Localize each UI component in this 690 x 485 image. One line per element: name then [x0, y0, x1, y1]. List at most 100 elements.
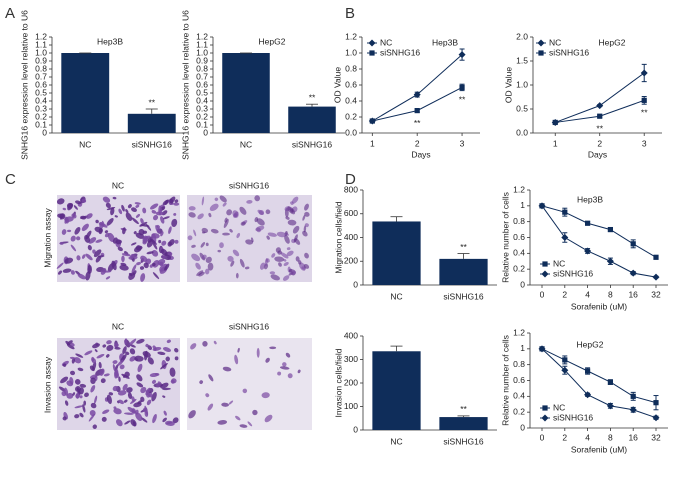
y-tick-label: 0.8 — [196, 63, 208, 73]
cell — [239, 206, 247, 215]
cell — [292, 225, 300, 234]
cell — [190, 343, 197, 350]
cell — [147, 357, 154, 365]
cell — [304, 203, 309, 211]
y-tick-label: 0.4 — [196, 95, 208, 105]
cell — [140, 386, 147, 394]
cell — [56, 198, 65, 205]
significance: ** — [309, 92, 316, 102]
point — [561, 234, 569, 241]
x-tick-label: 0 — [540, 432, 545, 442]
cell — [121, 253, 131, 257]
cell — [115, 419, 123, 427]
y-tick-label: 0.2 — [196, 111, 208, 121]
cell — [239, 258, 245, 268]
cell — [169, 367, 176, 377]
point — [652, 273, 660, 281]
y-tick-label: 200 — [344, 256, 358, 266]
legend-label: siSNHG16 — [549, 47, 589, 57]
cell — [266, 235, 270, 240]
cell — [291, 196, 299, 204]
cell — [121, 255, 125, 263]
point — [630, 393, 636, 399]
y-tick-label: 600 — [344, 208, 358, 218]
x-tick-label: 8 — [608, 289, 613, 299]
y-tick-label: 0 — [520, 279, 525, 289]
y-tick-label: 0 — [42, 127, 47, 137]
y-tick-label: 0.4 — [35, 95, 47, 105]
cell — [160, 362, 168, 370]
cell — [222, 232, 231, 236]
cell — [174, 239, 179, 244]
cell — [232, 249, 240, 257]
cell — [130, 242, 137, 246]
bar — [372, 351, 421, 430]
cell — [168, 251, 172, 257]
cell — [129, 344, 136, 348]
cell — [304, 252, 309, 259]
cell — [159, 261, 164, 267]
error-bar — [145, 108, 158, 114]
cell — [235, 272, 239, 279]
cell — [213, 340, 217, 345]
point — [596, 102, 604, 110]
y-tick-label: 1.5 — [516, 55, 528, 65]
panel-label: B — [345, 5, 355, 22]
bar — [439, 417, 488, 430]
y-tick-label: 200 — [344, 377, 358, 387]
cell — [69, 376, 74, 385]
cell — [80, 215, 87, 220]
legend-marker — [538, 50, 544, 56]
cell — [119, 264, 129, 271]
y-tick-label: 0 — [353, 279, 358, 289]
cell — [169, 198, 174, 204]
cell — [144, 350, 148, 361]
cell — [207, 403, 214, 411]
cell — [74, 379, 81, 385]
cell — [95, 239, 103, 243]
point — [630, 241, 636, 247]
y-axis-label: OD Value — [332, 67, 342, 103]
cell — [105, 354, 110, 358]
cell — [285, 352, 291, 358]
cell — [140, 224, 150, 227]
cell — [244, 266, 250, 270]
cell — [143, 262, 149, 269]
cell — [64, 400, 69, 406]
cell — [107, 232, 115, 243]
cell — [146, 399, 152, 406]
legend-label: siSNHG16 — [553, 268, 593, 278]
y-tick-label: 1 — [520, 343, 525, 353]
series-line — [541, 205, 657, 258]
cell — [200, 242, 206, 248]
cell — [84, 350, 93, 356]
cell — [59, 241, 64, 245]
x-tick-label: 4 — [585, 289, 590, 299]
cell — [157, 381, 162, 385]
cell — [133, 402, 142, 408]
cells — [187, 195, 310, 281]
cell — [134, 202, 141, 205]
cells — [188, 340, 301, 428]
cell — [98, 361, 102, 369]
cell — [130, 398, 137, 405]
cell — [79, 383, 87, 388]
cell — [151, 262, 156, 267]
cell — [85, 271, 91, 281]
cell — [267, 232, 278, 237]
cell — [151, 391, 157, 402]
cell — [228, 400, 234, 405]
point — [369, 118, 375, 124]
y-tick-label: 1.2 — [35, 31, 47, 41]
y-axis-label: Relative number of cells — [500, 335, 510, 426]
point — [607, 379, 613, 385]
cell — [140, 417, 148, 423]
cell — [61, 229, 67, 235]
legend-marker — [541, 414, 549, 422]
cell — [135, 214, 140, 218]
cell — [162, 347, 172, 353]
cell — [106, 394, 112, 405]
y-tick-label: 800 — [344, 184, 358, 194]
y-tick-label: 0.5 — [35, 87, 47, 97]
cell — [245, 239, 254, 245]
